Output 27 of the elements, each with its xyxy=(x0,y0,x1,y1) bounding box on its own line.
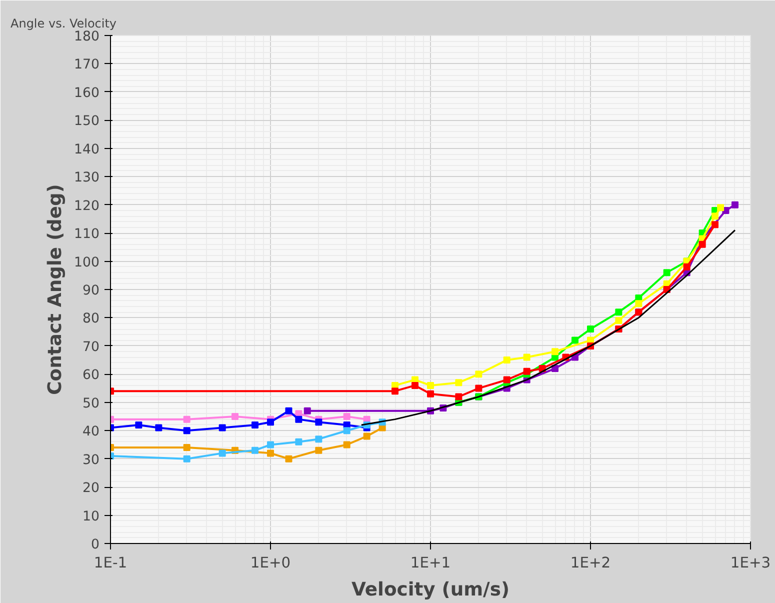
y-tick-label: 150 xyxy=(74,114,100,130)
y-tick-label: 80 xyxy=(82,312,100,327)
y-tick-label: 160 xyxy=(74,86,100,101)
y-tick-label: 170 xyxy=(74,58,100,73)
y-tick-label: 20 xyxy=(82,481,100,496)
y-tick-label: 50 xyxy=(82,396,100,412)
x-tick-label: 1E-1 xyxy=(94,554,128,572)
x-axis-title: Velocity (um/s) xyxy=(352,580,510,600)
y-axis-title: Contact Angle (deg) xyxy=(45,184,66,395)
y-tick-label: 30 xyxy=(82,452,100,468)
y-tick-label: 0 xyxy=(91,538,100,552)
x-tick-label: 1E+2 xyxy=(570,554,611,572)
y-tick-label: 10 xyxy=(82,509,100,524)
y-tick-label: 140 xyxy=(74,142,100,158)
y-tick-label: 70 xyxy=(82,340,100,355)
y-tick-label: 100 xyxy=(74,255,100,270)
y-tick-label: 110 xyxy=(74,227,100,242)
x-tick-label: 1E+3 xyxy=(730,554,771,572)
y-tick-label: 120 xyxy=(74,198,100,214)
x-tick-label: 1E+1 xyxy=(410,554,451,572)
y-tick-label: 180 xyxy=(74,30,100,44)
y-tick-label: 90 xyxy=(82,284,100,298)
chart-title: Angle vs. Velocity xyxy=(10,16,117,30)
y-tick-label: 40 xyxy=(82,424,100,440)
y-tick-label: 60 xyxy=(82,368,100,384)
x-tick-label: 1E+0 xyxy=(250,554,291,572)
y-tick-label: 130 xyxy=(74,170,100,186)
